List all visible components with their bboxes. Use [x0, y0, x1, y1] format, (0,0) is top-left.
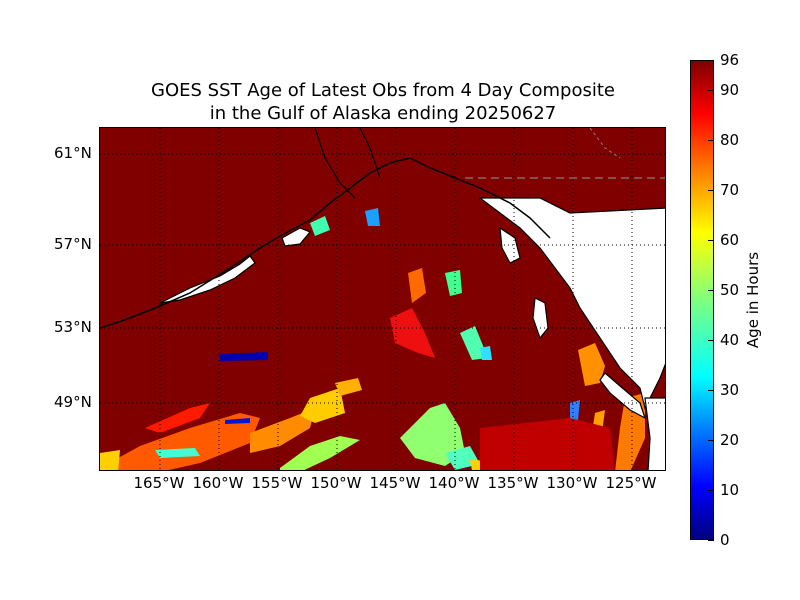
- lon-tick-label: 145°W: [369, 474, 421, 492]
- colorbar-tick-mark: [708, 90, 714, 91]
- lat-tick-label: 53°N: [54, 318, 92, 336]
- colorbar-tick-mark: [708, 140, 714, 141]
- lon-tick-label: 140°W: [428, 474, 480, 492]
- lon-tick-label: 125°W: [605, 474, 657, 492]
- age-patch-green-east: [400, 403, 465, 466]
- age-patch-red-mid-gulf: [390, 308, 435, 358]
- colorbar-tick-label: 20: [720, 431, 740, 449]
- lat-tick-label: 49°N: [54, 393, 92, 411]
- land-areas: [159, 197, 665, 470]
- land-washington: [644, 397, 665, 470]
- age-patch-green-central: [280, 436, 360, 470]
- colorbar-tick-mark: [708, 390, 714, 391]
- coastline-north: [100, 157, 551, 329]
- age-patch-cyan-southwest: [155, 448, 200, 458]
- lon-tick-label: 135°W: [487, 474, 539, 492]
- colorbar-tick-label: 40: [720, 331, 740, 349]
- age-patch-green-north-gulf: [445, 270, 462, 296]
- colorbar-tick-label: 96: [720, 51, 740, 69]
- age-patch-blue-offshore-2: [570, 400, 580, 420]
- age-patch-blue-west: [220, 352, 268, 361]
- colorbar-tick-mark: [708, 540, 714, 541]
- age-patch-orange-bc-coast: [578, 343, 605, 386]
- colorbar-tick-label: 10: [720, 481, 740, 499]
- age-patch-cyan-kodiak: [310, 216, 330, 236]
- age-patch-blue-southwest: [225, 418, 250, 424]
- lat-tick-label: 61°N: [54, 144, 92, 162]
- colorbar-tick-label: 0: [720, 531, 730, 549]
- age-patch-blue-cook-inlet: [365, 208, 380, 226]
- colorbar-tick-mark: [708, 340, 714, 341]
- coastline-cook-inlet: [314, 128, 381, 199]
- land-alaska-peninsula: [159, 255, 256, 304]
- sst-age-patches: [100, 208, 645, 470]
- colorbar-tick-label: 50: [720, 281, 740, 299]
- age-patch-orange-mid-gulf: [408, 268, 426, 303]
- land-haida-gwaii: [532, 297, 549, 340]
- map-svg: [100, 128, 665, 470]
- age-patch-red-southwest: [145, 403, 210, 433]
- colorbar: [690, 60, 714, 540]
- border-canada: [589, 128, 621, 159]
- lon-tick-label: 160°W: [192, 474, 244, 492]
- age-patch-yellow-southwest: [100, 450, 120, 470]
- age-patch-orange-central: [250, 408, 315, 453]
- colorbar-tick-label: 80: [720, 131, 740, 149]
- lon-tick-label: 155°W: [251, 474, 303, 492]
- age-patch-red-southeast: [480, 418, 615, 470]
- colorbar-tick-label: 60: [720, 231, 740, 249]
- colorbar-tick-label: 90: [720, 81, 740, 99]
- lon-tick-label: 130°W: [546, 474, 598, 492]
- colorbar-tick-mark: [708, 60, 714, 61]
- land-southeast-ak-islands: [499, 226, 521, 264]
- graticule: [100, 128, 665, 470]
- land-vancouver-island: [599, 372, 647, 420]
- land-kodiak: [281, 227, 311, 247]
- colorbar-tick-label: 70: [720, 181, 740, 199]
- age-patch-orange-north-central: [335, 378, 362, 396]
- age-patch-orange-southwest: [100, 413, 260, 470]
- chart-title-line-2: in the Gulf of Alaska ending 20250627: [209, 103, 557, 124]
- colorbar-tick-mark: [708, 190, 714, 191]
- colorbar-tick-mark: [708, 240, 714, 241]
- age-patch-yellow-central: [300, 388, 345, 423]
- map-panel: [99, 127, 666, 471]
- colorbar-tick-mark: [708, 290, 714, 291]
- lat-tick-label: 57°N: [54, 235, 92, 253]
- colorbar-tick-label: 30: [720, 381, 740, 399]
- chart-title-line-1: GOES SST Age of Latest Obs from 4 Day Co…: [151, 80, 615, 101]
- colorbar-label: Age in Hours: [744, 251, 762, 349]
- age-patch-cyan-mid-gulf: [480, 346, 492, 360]
- colorbar-tick-mark: [708, 440, 714, 441]
- lon-tick-label: 165°W: [133, 474, 185, 492]
- lon-tick-label: 150°W: [310, 474, 362, 492]
- colorbar-tick-mark: [708, 490, 714, 491]
